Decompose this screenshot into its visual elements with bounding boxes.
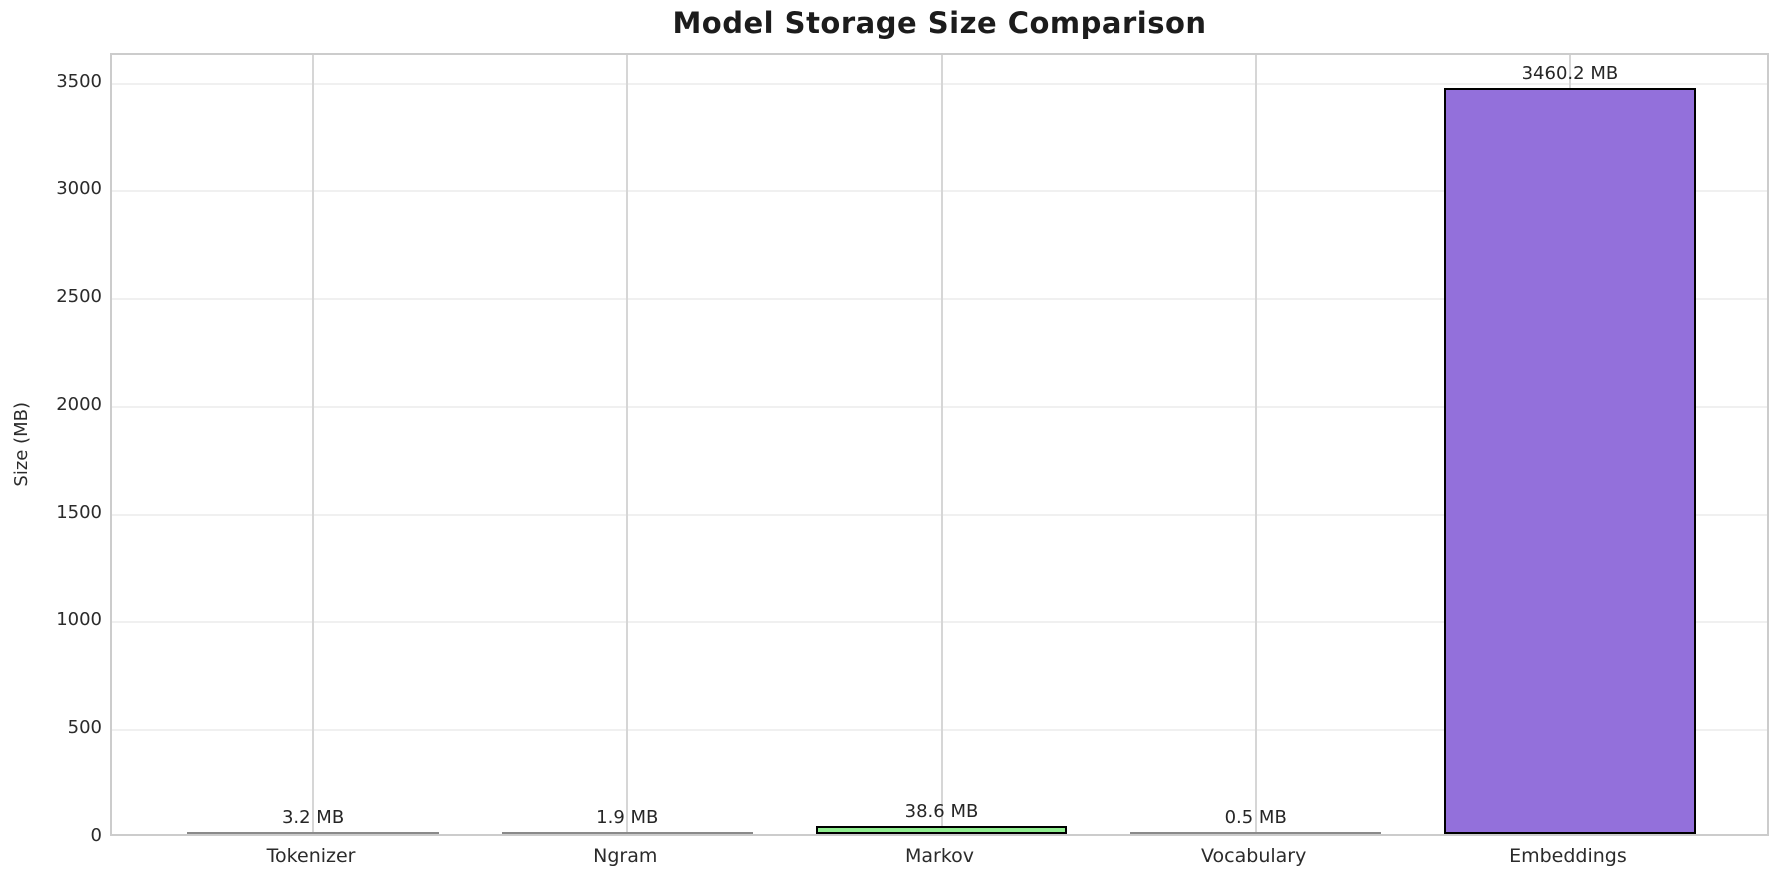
horizontal-gridline [112,190,1767,193]
x-tick-label-embeddings: Embeddings [1509,845,1627,867]
vertical-gridline [940,55,943,834]
x-tick-label-vocabulary: Vocabulary [1201,845,1307,867]
horizontal-gridline [112,405,1767,408]
bar-ngram [501,832,753,834]
chart-title: Model Storage Size Comparison [672,6,1207,40]
bar-vocabulary [1130,832,1382,834]
bar-markov [815,826,1068,834]
y-tick-label: 1500 [56,501,102,523]
vertical-gridline [626,55,629,834]
y-tick-label: 500 [67,717,102,739]
y-tick-label: 3000 [56,178,102,200]
horizontal-gridline [112,82,1767,85]
x-tick-label-ngram: Ngram [593,845,658,867]
y-tick-label: 1000 [56,609,102,631]
bar-tokenizer [187,832,439,834]
x-tick-label-tokenizer: Tokenizer [266,845,356,867]
plot-area: 3.2 MB 1.9 MB 38.6 MB 0.5 MB 3460.2 MB [110,53,1769,836]
bar-embeddings [1444,88,1696,834]
y-tick-label: 3500 [56,70,102,92]
y-tick-label: 0 [90,825,102,846]
horizontal-gridline [112,513,1767,516]
bar-value-label: 0.5 MB [1224,807,1287,828]
x-tick-label-markov: Markov [904,845,975,867]
bar-value-label: 38.6 MB [904,800,979,822]
horizontal-gridline [112,621,1767,624]
bar-value-label: 3460.2 MB [1521,63,1619,85]
bar-value-label: 3.2 MB [281,807,345,828]
y-tick-label: 2000 [56,393,102,415]
horizontal-gridline [112,729,1767,732]
bar-value-label: 1.9 MB [596,807,659,828]
vertical-gridline [312,55,315,834]
vertical-gridline [1254,55,1257,834]
horizontal-gridline [112,298,1767,301]
y-tick-label: 2500 [56,286,102,308]
